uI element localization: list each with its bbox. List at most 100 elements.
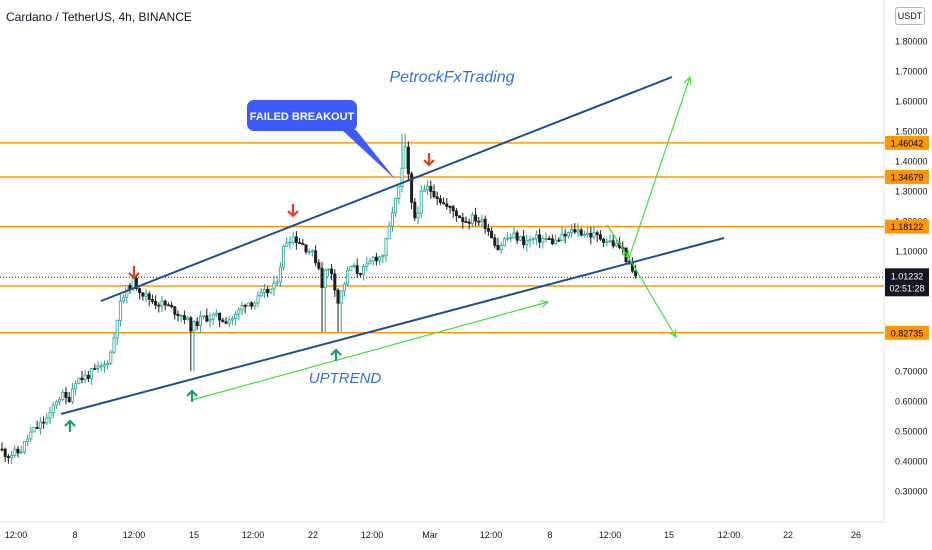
candle-body [403,146,407,169]
candle-body [496,245,500,251]
candle-body [560,233,564,241]
y-tick-label: 1.80000 [895,37,928,47]
buy-arrow-2-head [186,389,198,397]
candle-body [48,412,52,419]
candle-body [90,368,94,379]
candle-body [173,306,177,315]
candle-body [352,265,356,268]
level-price-label: 1.46042 [891,138,924,148]
x-tick-label: 22 [308,530,318,540]
candle-body [464,221,468,223]
level-price-box [885,135,929,150]
sell-arrow-3-head [423,159,435,167]
candle-body [202,315,206,318]
candle-body [35,426,39,429]
candle-body [278,266,282,283]
candle-body [198,316,202,327]
candle-body [38,421,42,429]
level-price-label: 1.34679 [891,172,924,182]
candle-body [499,244,503,251]
candle-body [256,295,260,304]
level-price-label: 0.82735 [891,328,924,338]
candle-body [397,185,401,199]
candle-body [144,293,148,297]
candle-body [259,292,263,297]
candle-body [0,448,4,451]
candle-body [477,220,481,223]
candle-body [470,214,474,224]
candle-body [317,262,321,269]
candle-body [6,456,10,459]
candle-body [554,239,558,245]
sell-arrow-1-head [128,272,140,280]
candle-body [547,238,551,240]
candle-body [74,383,78,390]
candle-body [336,289,340,304]
candle-body [214,312,218,316]
candle-body [163,300,167,306]
x-tick-label: 8 [72,530,77,540]
candle-body [432,191,436,198]
candle-body [42,421,46,424]
candle-body [362,266,366,275]
candle-body [192,321,196,332]
candle-body [298,242,302,244]
candle-body [64,391,68,398]
candle-body [310,250,314,253]
candle-body [240,304,244,311]
uptrend-label: UPTREND [309,370,382,387]
lower-trendline [60,237,725,415]
candle-body [528,239,532,242]
candle-body [182,315,186,320]
candle-body [614,243,618,247]
candle-body [544,238,548,240]
candle-body [365,263,369,267]
candle-body [358,273,362,275]
candle-body [106,362,110,365]
candle-body [285,242,289,247]
watermark-text: PetrockFxTrading [389,69,514,86]
candle-body [13,448,17,456]
candle-body [589,232,593,238]
candle-body [493,237,497,246]
level-price-box [885,169,929,184]
buy-arrow-3-head [330,348,342,356]
x-tick-label: 15 [664,530,674,540]
candle-body [518,236,522,241]
candle-body [67,396,71,402]
y-tick-label: 1.40000 [895,157,928,167]
candle-body [96,365,100,370]
candle-body [573,229,577,233]
chart-title: Cardano / TetherUS, 4h, BINANCE [6,10,192,24]
candle-body [406,146,410,175]
candle-body [458,215,462,219]
candle-body [86,374,90,379]
candle-body [531,238,535,241]
uptrend-projection-arrow-head [540,299,550,308]
candle-body [45,417,49,424]
candle-body [426,185,430,191]
candle-body [32,426,36,433]
candle-body [262,289,266,293]
candle-body [384,238,388,257]
candle-body [346,269,350,285]
candle-body [611,240,615,247]
candle-body [474,214,478,222]
candle-body [608,240,612,243]
candle-body [438,198,442,203]
y-tick-label: 1.10000 [895,247,928,257]
candle-body [576,229,580,233]
candle-body [115,319,119,339]
bearish-projection-arrow-head [668,328,677,339]
currency-button[interactable]: USDT [895,7,925,25]
x-tick-label: 26 [851,530,861,540]
last-price-label: 1.01232 [891,271,924,281]
candle-body [218,312,222,321]
candle-body [246,302,250,307]
candle-body [29,431,33,440]
candle-body [512,232,516,239]
candle-body [368,260,372,265]
candle-body [570,229,574,234]
candle-body [157,304,161,307]
